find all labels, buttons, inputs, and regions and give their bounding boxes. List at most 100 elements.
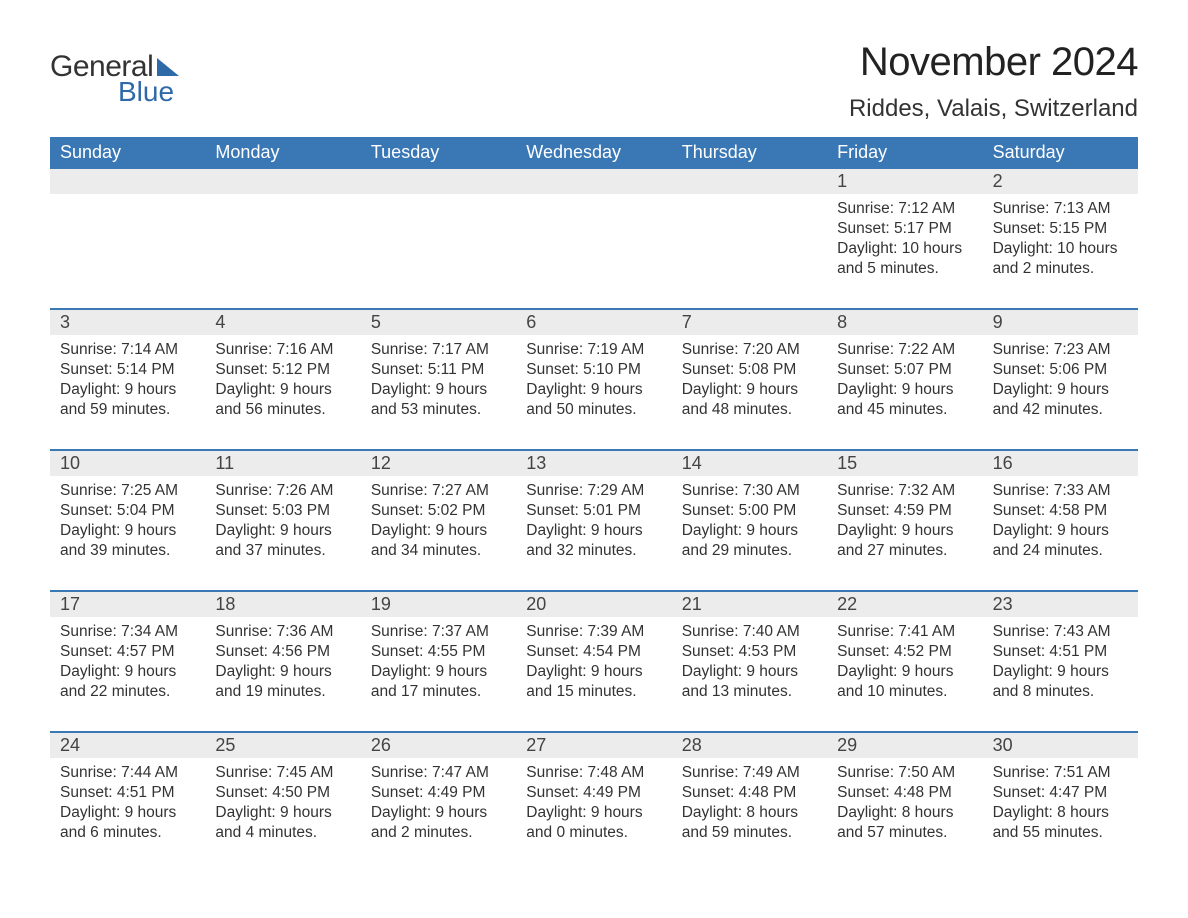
sunset-line: Sunset: 5:03 PM [215, 501, 350, 521]
day-number: 20 [516, 592, 671, 617]
sunset-line: Sunset: 5:08 PM [682, 360, 817, 380]
sunset-line: Sunset: 4:53 PM [682, 642, 817, 662]
sunset-line: Sunset: 4:50 PM [215, 783, 350, 803]
day-number: 8 [827, 310, 982, 335]
day-cell [516, 194, 671, 294]
sunrise-line: Sunrise: 7:25 AM [60, 481, 195, 501]
sunrise-line: Sunrise: 7:37 AM [371, 622, 506, 642]
day-cell: Sunrise: 7:47 AMSunset: 4:49 PMDaylight:… [361, 758, 516, 858]
week-row: 10111213141516Sunrise: 7:25 AMSunset: 5:… [50, 449, 1138, 576]
day-number: 18 [205, 592, 360, 617]
day-number: 11 [205, 451, 360, 476]
sunrise-line: Sunrise: 7:51 AM [993, 763, 1128, 783]
sunrise-line: Sunrise: 7:40 AM [682, 622, 817, 642]
day-number [361, 169, 516, 194]
daylight-line: Daylight: 8 hours and 57 minutes. [837, 803, 972, 843]
daynum-row: 24252627282930 [50, 733, 1138, 758]
day-cell: Sunrise: 7:37 AMSunset: 4:55 PMDaylight:… [361, 617, 516, 717]
daylight-line: Daylight: 9 hours and 39 minutes. [60, 521, 195, 561]
daylight-line: Daylight: 9 hours and 59 minutes. [60, 380, 195, 420]
daylight-line: Daylight: 10 hours and 2 minutes. [993, 239, 1128, 279]
day-number: 24 [50, 733, 205, 758]
day-number: 28 [672, 733, 827, 758]
sunrise-line: Sunrise: 7:14 AM [60, 340, 195, 360]
day-cell: Sunrise: 7:16 AMSunset: 5:12 PMDaylight:… [205, 335, 360, 435]
sunset-line: Sunset: 5:01 PM [526, 501, 661, 521]
sunrise-line: Sunrise: 7:36 AM [215, 622, 350, 642]
daynum-row: 17181920212223 [50, 592, 1138, 617]
daylight-line: Daylight: 9 hours and 19 minutes. [215, 662, 350, 702]
sunset-line: Sunset: 4:48 PM [682, 783, 817, 803]
week-row: 24252627282930Sunrise: 7:44 AMSunset: 4:… [50, 731, 1138, 858]
daylight-line: Daylight: 9 hours and 27 minutes. [837, 521, 972, 561]
sunrise-line: Sunrise: 7:32 AM [837, 481, 972, 501]
day-cell: Sunrise: 7:50 AMSunset: 4:48 PMDaylight:… [827, 758, 982, 858]
sunrise-line: Sunrise: 7:48 AM [526, 763, 661, 783]
weekday-header-row: SundayMondayTuesdayWednesdayThursdayFrid… [50, 137, 1138, 169]
sunrise-line: Sunrise: 7:16 AM [215, 340, 350, 360]
daylight-line: Daylight: 8 hours and 59 minutes. [682, 803, 817, 843]
day-cell: Sunrise: 7:32 AMSunset: 4:59 PMDaylight:… [827, 476, 982, 576]
sunset-line: Sunset: 5:06 PM [993, 360, 1128, 380]
day-number: 29 [827, 733, 982, 758]
day-cell [50, 194, 205, 294]
day-cell: Sunrise: 7:20 AMSunset: 5:08 PMDaylight:… [672, 335, 827, 435]
day-number: 21 [672, 592, 827, 617]
title-block: November 2024 Riddes, Valais, Switzerlan… [849, 40, 1138, 123]
week-row: 12Sunrise: 7:12 AMSunset: 5:17 PMDayligh… [50, 169, 1138, 294]
daylight-line: Daylight: 9 hours and 37 minutes. [215, 521, 350, 561]
day-cell: Sunrise: 7:48 AMSunset: 4:49 PMDaylight:… [516, 758, 671, 858]
sunset-line: Sunset: 5:00 PM [682, 501, 817, 521]
sunset-line: Sunset: 5:11 PM [371, 360, 506, 380]
day-number: 5 [361, 310, 516, 335]
day-cell [361, 194, 516, 294]
daylight-line: Daylight: 9 hours and 6 minutes. [60, 803, 195, 843]
day-cell: Sunrise: 7:13 AMSunset: 5:15 PMDaylight:… [983, 194, 1138, 294]
sunrise-line: Sunrise: 7:49 AM [682, 763, 817, 783]
daylight-line: Daylight: 10 hours and 5 minutes. [837, 239, 972, 279]
daylight-line: Daylight: 9 hours and 8 minutes. [993, 662, 1128, 702]
day-number: 30 [983, 733, 1138, 758]
day-cell: Sunrise: 7:14 AMSunset: 5:14 PMDaylight:… [50, 335, 205, 435]
sunrise-line: Sunrise: 7:27 AM [371, 481, 506, 501]
day-number: 13 [516, 451, 671, 476]
sunrise-line: Sunrise: 7:30 AM [682, 481, 817, 501]
day-cell: Sunrise: 7:40 AMSunset: 4:53 PMDaylight:… [672, 617, 827, 717]
day-number: 23 [983, 592, 1138, 617]
day-number: 12 [361, 451, 516, 476]
sunrise-line: Sunrise: 7:50 AM [837, 763, 972, 783]
sunrise-line: Sunrise: 7:13 AM [993, 199, 1128, 219]
day-cell: Sunrise: 7:22 AMSunset: 5:07 PMDaylight:… [827, 335, 982, 435]
day-cell: Sunrise: 7:17 AMSunset: 5:11 PMDaylight:… [361, 335, 516, 435]
daylight-line: Daylight: 9 hours and 10 minutes. [837, 662, 972, 702]
daylight-line: Daylight: 9 hours and 17 minutes. [371, 662, 506, 702]
sunrise-line: Sunrise: 7:22 AM [837, 340, 972, 360]
sunset-line: Sunset: 5:07 PM [837, 360, 972, 380]
sunset-line: Sunset: 4:57 PM [60, 642, 195, 662]
day-number: 22 [827, 592, 982, 617]
day-cell: Sunrise: 7:39 AMSunset: 4:54 PMDaylight:… [516, 617, 671, 717]
sunset-line: Sunset: 5:17 PM [837, 219, 972, 239]
week-row: 3456789Sunrise: 7:14 AMSunset: 5:14 PMDa… [50, 308, 1138, 435]
sunset-line: Sunset: 5:10 PM [526, 360, 661, 380]
sunrise-line: Sunrise: 7:47 AM [371, 763, 506, 783]
day-number: 10 [50, 451, 205, 476]
daylight-line: Daylight: 9 hours and 32 minutes. [526, 521, 661, 561]
day-cell: Sunrise: 7:30 AMSunset: 5:00 PMDaylight:… [672, 476, 827, 576]
sunset-line: Sunset: 4:55 PM [371, 642, 506, 662]
day-cell: Sunrise: 7:19 AMSunset: 5:10 PMDaylight:… [516, 335, 671, 435]
daylight-line: Daylight: 9 hours and 56 minutes. [215, 380, 350, 420]
weekday-header: Sunday [50, 137, 205, 169]
sunset-line: Sunset: 4:51 PM [60, 783, 195, 803]
sunrise-line: Sunrise: 7:34 AM [60, 622, 195, 642]
day-number [205, 169, 360, 194]
day-cell: Sunrise: 7:12 AMSunset: 5:17 PMDaylight:… [827, 194, 982, 294]
day-cell: Sunrise: 7:29 AMSunset: 5:01 PMDaylight:… [516, 476, 671, 576]
day-number [516, 169, 671, 194]
day-number: 7 [672, 310, 827, 335]
daylight-line: Daylight: 9 hours and 29 minutes. [682, 521, 817, 561]
month-title: November 2024 [849, 40, 1138, 85]
sunset-line: Sunset: 4:52 PM [837, 642, 972, 662]
sunrise-line: Sunrise: 7:17 AM [371, 340, 506, 360]
sunset-line: Sunset: 5:15 PM [993, 219, 1128, 239]
